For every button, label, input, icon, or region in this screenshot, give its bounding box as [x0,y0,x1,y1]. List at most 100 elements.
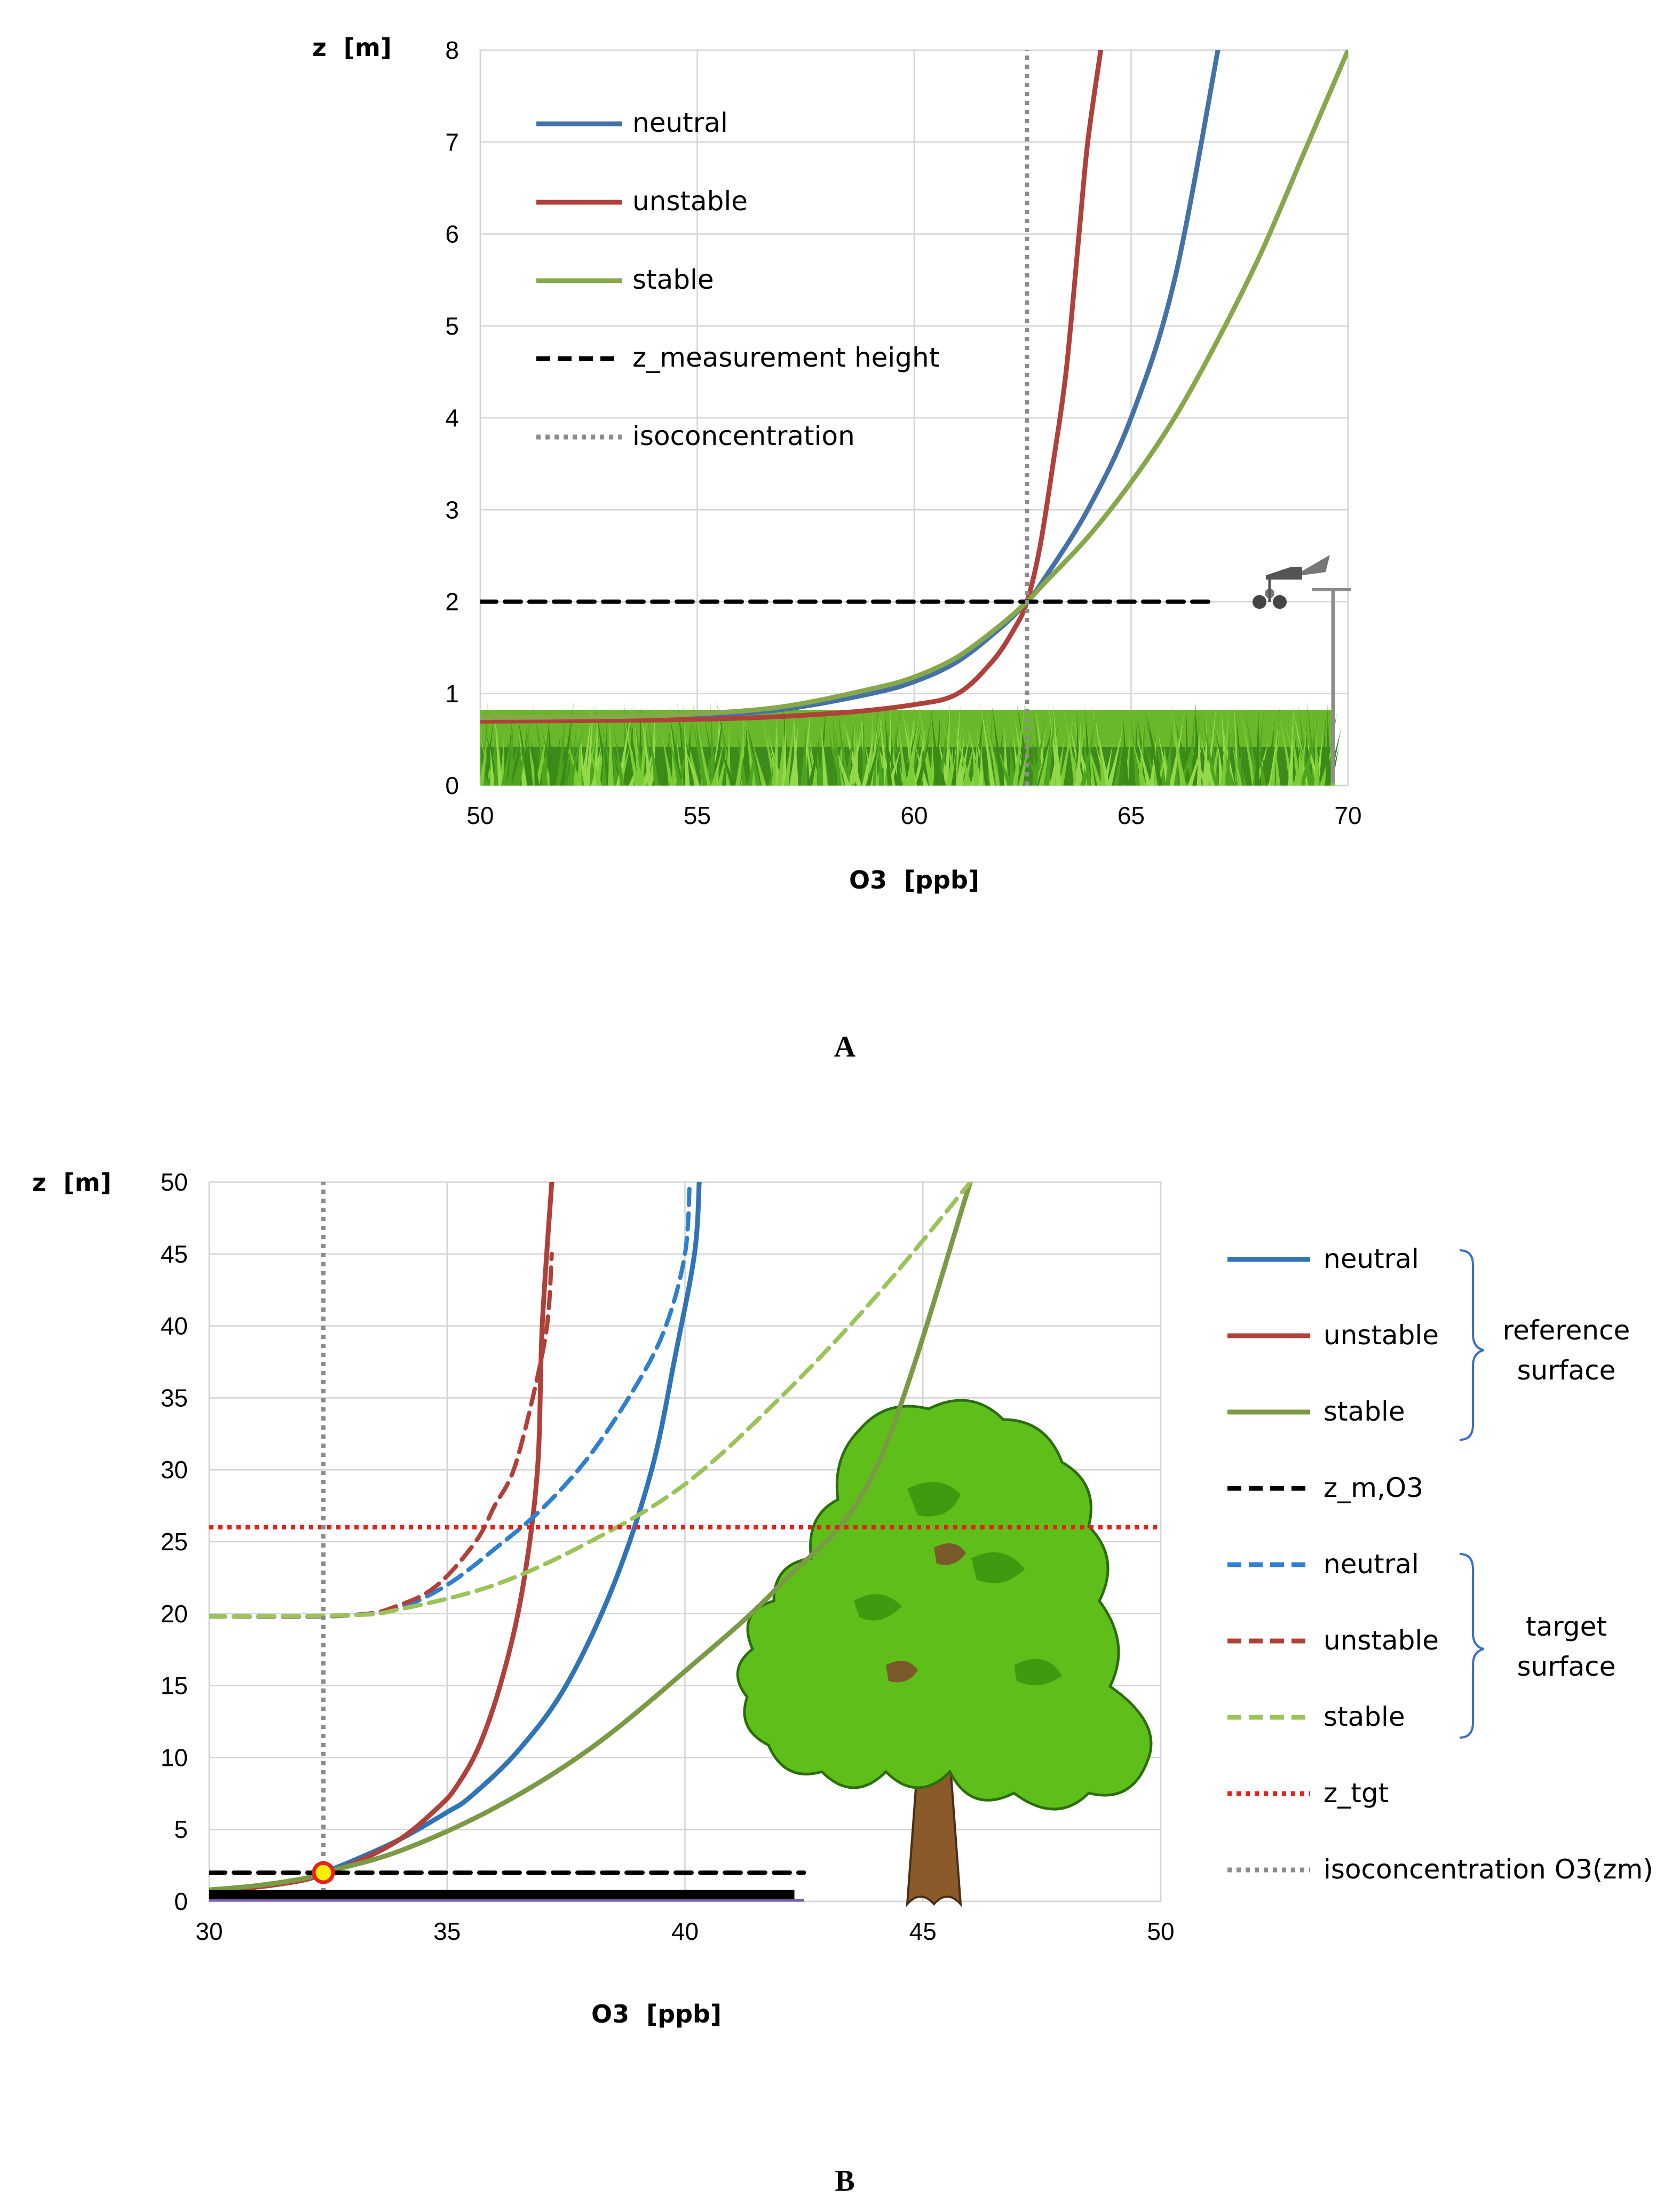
grass-blade [930,735,935,786]
brace-label-reference-line2: surface [1517,1355,1616,1386]
grass-blade [951,742,957,786]
grass-blade [1147,715,1163,786]
panel-a-x-axis-label: O3 [ppb] [849,866,979,894]
grass-blade [967,727,984,786]
grass-blade [1165,714,1173,786]
grass-blade [1075,720,1081,786]
legend-label-unstable-reference: unstable [1324,1320,1439,1351]
panel-b-chart: 30 35 40 45 50 0 5 10 15 20 25 30 35 40 45 50 z [m] O3 … [32,1168,1653,2198]
ground-surface-bar [209,1890,795,1901]
grass-blade [631,717,643,786]
grass-blade [773,714,778,786]
legend-label-ztgt: z_tgt [1324,1778,1389,1809]
grass-blade [710,702,716,786]
panel-a-legend: neutral unstable stable z_measurement he… [536,107,939,451]
grass-blade [1235,726,1243,786]
grass-blade [1171,704,1185,786]
grass-blade [1113,740,1123,786]
brace-target-surface [1459,1553,1484,1739]
grass-blade [1220,705,1230,786]
grass-blade [1084,706,1092,786]
grass-blade [499,732,504,786]
grass-blade [932,747,947,786]
panel-b-series [209,1182,1161,1902]
grass-blade [1032,718,1045,786]
grass-blade [661,731,674,786]
grass-blade [1044,710,1056,786]
grass-blade [953,721,972,786]
grass-blade [542,731,556,786]
grass-blade [662,729,670,786]
x-tick-label: 50 [1147,1917,1174,1945]
grass-blade [566,738,581,786]
y-tick-label: 10 [161,1743,188,1771]
x-tick-label: 30 [195,1917,223,1945]
panel-b-x-axis-label: O3 [ppb] [591,2000,722,2028]
grass-blade [725,718,731,786]
panel-a-y-axis-label: z [m] [312,33,392,62]
grass-blade [971,742,979,786]
y-tick-label: 3 [445,496,459,524]
y-tick-label: 5 [174,1815,188,1843]
grass-blade [533,745,540,786]
grass-blade [1050,744,1058,786]
grass-blade [820,722,828,786]
grass-blade [913,737,929,786]
legend-label-unstable-target: unstable [1324,1625,1439,1656]
series-line-target-surface-stable [209,1182,973,1619]
grass-blade [1289,715,1302,786]
grass-blade [603,720,608,786]
legend-label-neutral-reference: neutral [1324,1243,1419,1274]
grass-blade [652,744,664,786]
series-line-reference-surface-unstable [209,1182,554,1892]
grass-blade [683,743,700,786]
grass-blade [481,701,488,786]
legend-label-stable-reference: stable [1324,1396,1405,1427]
panel-a-title: A [834,1030,856,1064]
grass-blade [897,716,908,786]
grass-blade [560,738,573,786]
anemometer-icon [1253,555,1351,783]
grass-blade [980,703,995,786]
y-tick-label: 20 [161,1600,188,1628]
grass-blade [493,739,498,786]
grass-blade [862,707,867,786]
grass-blade [1122,713,1129,786]
legend-label-neutral-target: neutral [1324,1549,1419,1580]
grass-blade [1018,737,1030,786]
grass-blade [503,721,512,786]
grass-blade [1174,718,1179,786]
grass-blade [717,746,728,786]
grass-blade [638,703,648,786]
grass-blade [777,705,787,786]
grass-blade [623,710,629,786]
y-tick-label: 2 [445,588,459,616]
grass-blade [1199,734,1215,786]
grass-blade [836,704,850,786]
grass-blade [783,711,795,786]
x-tick-label: 55 [684,802,711,829]
grass-blade [482,720,494,786]
grass-blade [1092,703,1110,786]
series-line-reference-surface-neutral [209,1182,702,1892]
grass-blade [1225,725,1230,786]
grass-blade [584,703,594,786]
grass-blade [1084,733,1102,786]
panel-b-title: B [835,2165,854,2198]
panel-a-chart: 50 55 60 65 70 0 1 2 3 4 5 6 7 8 z [m] O3 [ppb] neutr… [312,33,1362,1064]
grass-blade [1258,747,1266,786]
grass-blade [903,714,915,786]
grass-blade [809,731,818,786]
grass-blade [844,714,855,786]
grass-blade [480,733,488,786]
series-line-reference-surface-stable [209,1182,973,1892]
grass-blade [517,713,532,786]
x-tick-label: 50 [466,802,494,829]
grass-blade [944,700,950,786]
grass-blade [692,702,711,786]
grass-blade [771,729,776,786]
grass-blade [622,710,640,786]
grass-blade [1145,712,1163,786]
grass-blade [1012,730,1021,786]
grass-blade [1098,733,1106,786]
